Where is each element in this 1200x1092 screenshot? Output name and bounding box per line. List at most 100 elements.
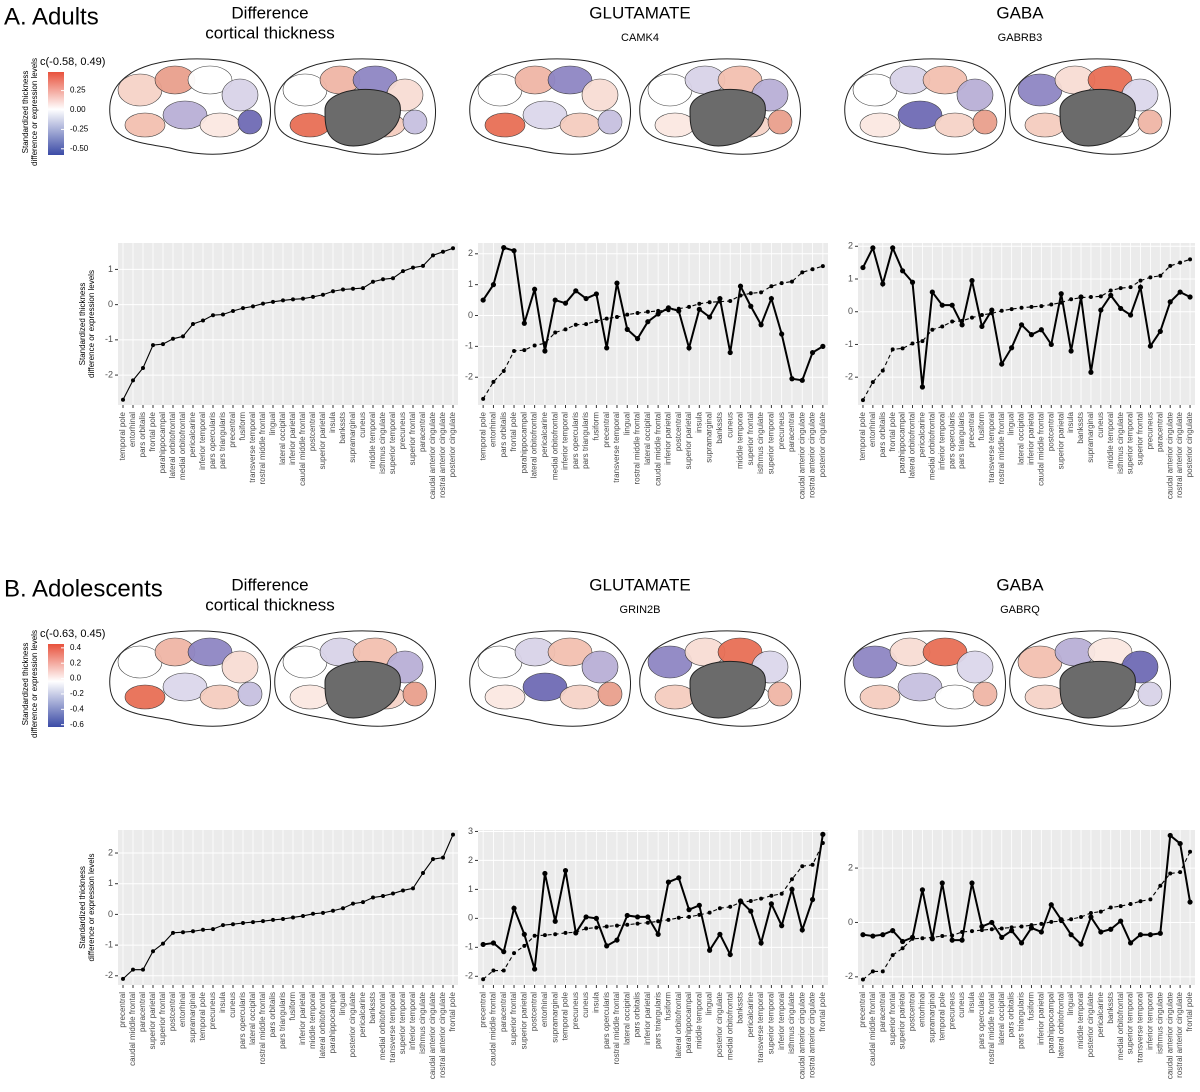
y-tick-label: 2 [468, 855, 473, 865]
x-tick-label: caudal middle frontal [868, 992, 877, 1066]
x-tick-label: insula [218, 991, 227, 1012]
x-tick-label: bankssts [1106, 992, 1115, 1024]
colorbar-tick-label: -0.25 [70, 125, 89, 134]
point [501, 968, 506, 973]
plot-background [858, 830, 1195, 985]
x-tick-label: lateral orbitofrontal [1056, 992, 1065, 1058]
point [1157, 328, 1163, 334]
brain-medial-wall [324, 660, 401, 719]
x-tick-label: posterior cingulate [818, 411, 827, 477]
x-tick-label: caudal anterior cingulate [428, 991, 437, 1079]
x-tick-label: medial orbitofrontal [1116, 992, 1125, 1060]
brain-region [767, 109, 793, 135]
x-tick-label: superior parietal [1056, 412, 1065, 470]
brain-region [956, 78, 994, 112]
point [1177, 840, 1183, 847]
point [768, 901, 774, 907]
x-tick-label: isthmus cingulate [1155, 991, 1164, 1053]
x-tick-label: rostral anterior cingulate [438, 411, 447, 497]
x-tick-label: rostral middle frontal [258, 992, 267, 1065]
brain-region [547, 637, 593, 667]
point [131, 378, 135, 383]
point [1049, 919, 1054, 924]
x-tick-label: paracentral [878, 992, 887, 1032]
brain-region [956, 650, 994, 684]
colorbar-title: c(-0.63, 0.45) [40, 628, 105, 640]
point [900, 346, 905, 351]
x-tick-label: inferior parietal [1027, 412, 1036, 465]
point [521, 931, 527, 937]
point [351, 901, 355, 906]
x-tick-label: rostral middle frontal [612, 992, 621, 1065]
x-tick-label: pars triangularis [1017, 992, 1026, 1049]
x-tick-label: frontal pole [888, 411, 897, 451]
point [665, 305, 672, 311]
x-tick-label: cuneus [725, 412, 734, 438]
point [1127, 940, 1134, 946]
point [441, 249, 445, 254]
brain-medial [274, 58, 436, 155]
point [171, 930, 175, 935]
point [635, 921, 640, 926]
point [211, 927, 215, 932]
brain-medial-wall [689, 88, 766, 147]
point [604, 345, 610, 351]
point [717, 931, 723, 937]
line-series [862, 851, 1191, 980]
x-tick-label: isthmus cingulate [1116, 411, 1125, 473]
x-tick-label: entorhinal [489, 412, 498, 447]
point [594, 319, 599, 324]
x-tick-label: fusiform [238, 412, 247, 441]
brain-region [199, 112, 241, 138]
point [341, 906, 345, 911]
x-tick-label: postcentral [908, 992, 917, 1031]
point [614, 315, 619, 320]
point [900, 268, 906, 274]
point [959, 937, 965, 943]
y-tick-label: -1 [465, 341, 473, 351]
point [860, 932, 866, 938]
point [441, 855, 445, 860]
x-tick-label: rostral anterior cingulate [808, 991, 817, 1077]
y-axis-label: Standardized thickness [78, 866, 87, 949]
point [553, 932, 558, 937]
point [532, 933, 537, 938]
x-tick-label: superior temporal [766, 992, 775, 1054]
x-tick-label: fusiform [977, 412, 986, 441]
point [121, 976, 125, 981]
x-tick-label: transverse temporal [612, 412, 621, 483]
y-tick-label: 1 [848, 273, 853, 283]
x-tick-label: pericalcarine [746, 991, 755, 1037]
point [522, 348, 527, 353]
point [1018, 940, 1025, 946]
point [820, 343, 826, 349]
x-tick-label: precuneus [208, 992, 217, 1029]
point [593, 291, 599, 297]
point [920, 936, 925, 941]
x-tick-label: superior parietal [684, 412, 693, 470]
x-tick-label: inferior temporal [198, 412, 207, 470]
point [930, 327, 935, 332]
x-tick-label: transverse temporal [987, 412, 996, 483]
x-tick-label: entorhinal [128, 412, 137, 447]
x-tick-label: pars triangularis [278, 992, 287, 1049]
point [880, 281, 886, 287]
x-tick-label: pars opercularis [571, 412, 580, 469]
brain-region [162, 672, 208, 702]
x-tick-label: superior temporal [1126, 412, 1135, 474]
point [451, 832, 455, 837]
point [900, 938, 906, 945]
point [1048, 341, 1054, 348]
brain-region [859, 112, 901, 138]
point [131, 967, 135, 972]
x-tick-label: caudal middle frontal [653, 412, 662, 486]
point [1009, 928, 1015, 934]
x-tick-label: pars orbitalis [138, 412, 147, 457]
point [1187, 899, 1193, 905]
point [979, 313, 984, 317]
point [1178, 870, 1183, 875]
point [1058, 917, 1064, 923]
point [391, 276, 395, 281]
x-tick-label: lingual [622, 412, 631, 435]
point [959, 322, 965, 328]
